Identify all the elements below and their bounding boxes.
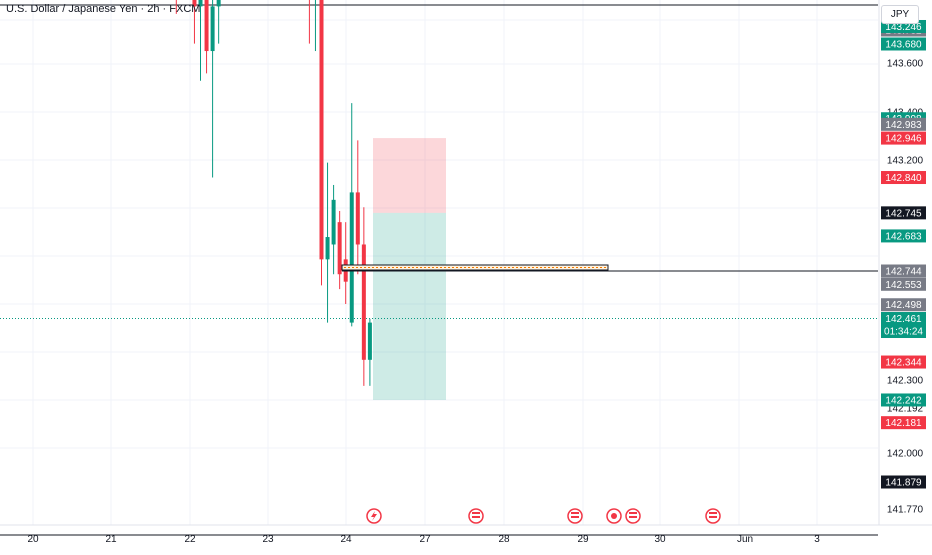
price-label-text: 142.744	[885, 267, 922, 278]
price-tick-label: 141.770	[887, 505, 924, 516]
event-dot-center	[611, 513, 617, 519]
price-label-badge	[881, 393, 926, 407]
price-label-badge	[881, 312, 926, 339]
candle-body	[349, 192, 354, 323]
time-tick-label: 21	[105, 534, 117, 545]
take-profit-zone[interactable]	[373, 212, 446, 400]
candle-body	[337, 222, 342, 275]
candle-body	[325, 237, 330, 260]
price-label-text: 142.553	[885, 280, 922, 291]
price-label-text: 142.242	[885, 395, 922, 406]
time-tick-label: 27	[419, 534, 431, 545]
price-tick-label: 142.000	[887, 449, 924, 460]
supply-zone-box[interactable]	[341, 264, 609, 271]
candle-body	[216, 0, 221, 7]
currency-button[interactable]: JPY	[881, 5, 919, 24]
price-label-badge	[881, 355, 926, 369]
time-tick-label: 29	[577, 534, 589, 545]
candle-body	[192, 0, 197, 7]
time-tick-label: 22	[184, 534, 196, 545]
price-label-badge	[881, 277, 926, 291]
flag-stripe	[709, 516, 717, 518]
time-tick-label: 28	[498, 534, 510, 545]
candle-body	[210, 6, 215, 52]
price-label-text: 142.498	[885, 300, 922, 311]
price-label-text: 143.246	[885, 22, 922, 33]
time-tick-label: 24	[340, 534, 352, 545]
price-label-badge	[881, 298, 926, 312]
price-label-text: 142.946	[885, 134, 922, 145]
price-label-text: 142.983	[885, 120, 922, 131]
price-label-badge	[881, 229, 926, 243]
flag-stripe	[629, 512, 637, 514]
lightning-glyph	[371, 511, 377, 521]
price-label-badge	[881, 131, 926, 145]
price-label-text: 142.344	[885, 358, 922, 369]
stop-loss-zone[interactable]	[373, 138, 446, 213]
price-tick-label: 142.192	[887, 404, 924, 415]
price-tick-label: 143.600	[887, 59, 924, 70]
candle-body	[198, 0, 203, 7]
price-label-badge	[881, 475, 926, 489]
price-label-badge	[881, 264, 926, 278]
candle-body	[331, 199, 336, 245]
time-tick-label: Jun	[737, 534, 753, 545]
price-label-text: 143.680	[885, 40, 922, 51]
price-label-badge	[881, 171, 926, 185]
flag-stripe	[472, 516, 480, 518]
flag-stripe	[571, 512, 579, 514]
price-label-text: 142.840	[885, 173, 922, 184]
price-label-badge	[881, 37, 926, 51]
flag-stripe	[629, 516, 637, 518]
price-label-text: 142.745	[885, 208, 922, 219]
price-label-badge	[881, 117, 926, 131]
time-tick-label: 20	[27, 534, 39, 545]
price-label-text: 142.683	[885, 231, 922, 242]
price-tick-label: 143.200	[887, 156, 924, 167]
price-label-badge	[881, 206, 926, 220]
candle-body	[367, 322, 372, 360]
price-label-text: 141.879	[885, 478, 922, 489]
price-label-badge	[881, 416, 926, 430]
candle-body	[204, 0, 209, 52]
flag-stripe	[709, 512, 717, 514]
flag-stripe	[571, 516, 579, 518]
candle-body	[319, 0, 324, 260]
time-tick-label: 23	[262, 534, 274, 545]
time-tick-label: 30	[654, 534, 666, 545]
flag-stripe	[472, 512, 480, 514]
price-tick-label: 142.300	[887, 376, 924, 387]
price-label-text: 142.181	[885, 418, 922, 429]
price-label-text: 142.461	[885, 314, 922, 325]
candle-body	[361, 244, 366, 360]
symbol-title: U.S. Dollar / Japanese Yen · 2h · FXCM	[6, 3, 201, 15]
candle-body	[355, 192, 360, 245]
countdown-label: 01:34:24	[884, 327, 923, 338]
time-tick-label: 3	[814, 534, 820, 545]
